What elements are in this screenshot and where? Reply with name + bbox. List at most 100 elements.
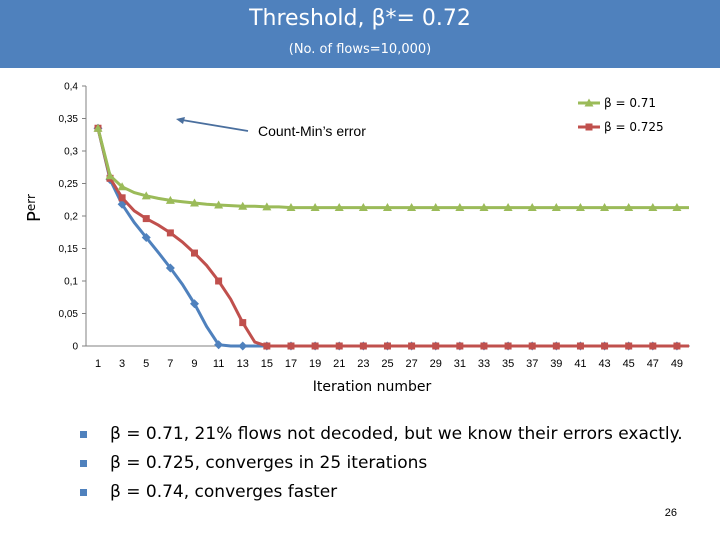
series-3-point [141, 232, 151, 242]
series-2-point [383, 342, 391, 350]
series-3-point [214, 340, 224, 350]
series-2-point [311, 342, 319, 350]
series-1-point [117, 182, 127, 191]
x-tick-label: 5 [143, 358, 149, 370]
series-3-point [165, 263, 175, 273]
series-1-point [286, 203, 296, 212]
series-1-point [455, 203, 465, 212]
bullet-item: β = 0.71, 21% flows not decoded, but we … [80, 420, 683, 449]
annotation-text: Count-Min’s error [258, 123, 366, 139]
series-1-point [358, 203, 368, 212]
bullet-list: β = 0.71, 21% flows not decoded, but we … [80, 420, 683, 507]
x-tick-label: 13 [237, 358, 249, 370]
slide-header: Threshold, β*= 0.72 (No. of flows=10,000… [0, 0, 720, 68]
y-axis-label-subscript: err [24, 194, 38, 211]
series-2-point [118, 194, 126, 202]
series-2-point [576, 342, 584, 350]
series-2-point [649, 342, 657, 350]
series-2-point [166, 229, 174, 237]
series-2-point [480, 342, 488, 350]
legend-label: β = 0.725 [604, 120, 664, 134]
annotation-arrow [181, 119, 249, 132]
series-1-point [141, 191, 151, 200]
x-tick-label: 23 [357, 358, 369, 370]
y-tick-label: 0 [72, 342, 78, 353]
series-2-point [673, 342, 681, 350]
series-2-point [239, 319, 247, 327]
series-1-point [105, 171, 115, 180]
series-1-point [310, 203, 320, 212]
slide-subtitle: (No. of flows=10,000) [288, 42, 432, 57]
series-1-point [238, 201, 248, 210]
series-2-point [552, 342, 560, 350]
x-tick-label: 15 [261, 358, 273, 370]
series-1-point [551, 203, 561, 212]
x-tick-label: 33 [478, 358, 490, 370]
series-3-line [96, 127, 689, 348]
x-tick-label: 1 [95, 358, 101, 370]
x-tick-label: 27 [405, 358, 417, 370]
x-tick-label: 7 [167, 358, 173, 370]
series-2-point [215, 277, 223, 285]
legend-marker [585, 123, 593, 131]
series-1-point [672, 203, 682, 212]
series-1-point [624, 203, 634, 212]
series-1-point [93, 123, 103, 132]
y-tick-label: 0,05 [59, 309, 79, 320]
y-axis-label: Perr [24, 194, 45, 222]
y-tick-label: 0,3 [64, 147, 78, 158]
y-tick-label: 0,4 [64, 82, 78, 93]
series-2-point [190, 249, 198, 257]
x-tick-label: 37 [526, 358, 538, 370]
series-2-point [504, 342, 512, 350]
bullet-item: β = 0.725, converges in 25 iterations [80, 449, 683, 478]
series-2-point [263, 342, 271, 350]
series-2-point [335, 342, 343, 350]
bullet-text: β = 0.725, converges in 25 iterations [110, 453, 428, 473]
series-3-point [189, 299, 199, 309]
x-tick-label: 17 [285, 358, 297, 370]
x-tick-label: 25 [381, 358, 393, 370]
series-1-point [407, 203, 417, 212]
y-tick-label: 0,1 [64, 277, 78, 288]
y-tick-label: 0,25 [59, 179, 79, 190]
legend-marker [584, 98, 594, 107]
x-tick-label: 39 [550, 358, 562, 370]
series-2-point [359, 342, 367, 350]
series-2-point [625, 342, 633, 350]
series-2-point [432, 342, 440, 350]
series-1-point [382, 203, 392, 212]
square-bullet-icon [80, 431, 87, 438]
x-tick-label: 19 [309, 358, 321, 370]
series-1-point [575, 203, 585, 212]
x-tick-label: 3 [119, 358, 125, 370]
series-1-line [96, 127, 689, 210]
series-1-point [600, 203, 610, 212]
series-1-point [503, 203, 513, 212]
y-tick-label: 0,35 [59, 114, 79, 125]
series-2-point [528, 342, 536, 350]
x-tick-label: 29 [430, 358, 442, 370]
series-1-point [527, 203, 537, 212]
x-tick-label: 31 [454, 358, 466, 370]
series-1-point [214, 200, 224, 209]
bullet-item: β = 0.74, converges faster [80, 478, 683, 507]
legend-label: β = 0.71 [604, 96, 656, 110]
bullet-text: β = 0.74, converges faster [110, 482, 338, 502]
series-2-point [456, 342, 464, 350]
x-tick-label: 47 [647, 358, 659, 370]
x-tick-label: 11 [213, 358, 224, 370]
series-3-point [238, 341, 248, 351]
x-tick-label: 49 [671, 358, 683, 370]
x-tick-label: 9 [191, 358, 197, 370]
y-tick-label: 0,2 [64, 212, 78, 223]
x-tick-label: 43 [598, 358, 610, 370]
series-2-line [96, 127, 689, 348]
series-2-point [287, 342, 295, 350]
series-2-point [142, 215, 150, 223]
series-1-point [165, 195, 175, 204]
series-1-point [648, 203, 658, 212]
series-2-point [601, 342, 609, 350]
x-tick-label: 21 [333, 358, 345, 370]
slide-title: Threshold, β*= 0.72 [249, 6, 471, 31]
